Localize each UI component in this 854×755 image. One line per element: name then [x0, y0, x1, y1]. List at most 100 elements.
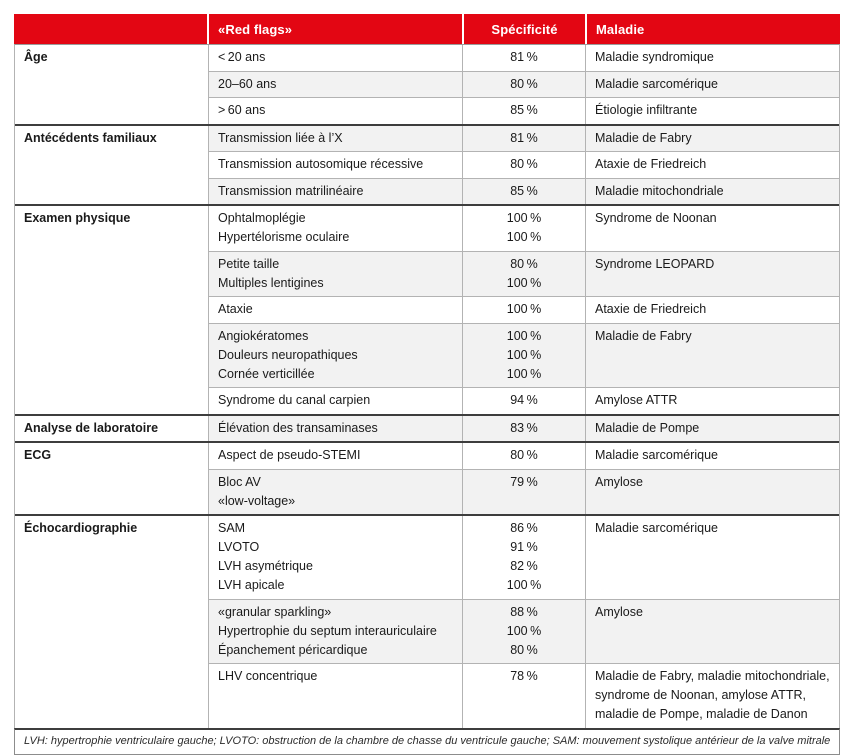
- disease-cell: Maladie syndromique: [595, 50, 714, 64]
- specificity-cell: 86 % 91 % 82 % 100 %: [463, 516, 586, 599]
- specificity-cell: 85 %: [463, 178, 586, 204]
- red-flag-line: 20–60 ans: [218, 76, 277, 91]
- specificity-cell: 100 %: [463, 297, 586, 323]
- specificity-value: 100 %: [506, 230, 542, 244]
- specificity-value: 100 %: [506, 302, 542, 316]
- specificity-value: 100 %: [506, 366, 542, 381]
- specificity-cell: 83 %: [463, 415, 586, 441]
- table-row: Syndrome du canal carpien 94 % Amylose ATT…: [208, 387, 839, 414]
- specificity-value: 100 %: [506, 623, 542, 638]
- red-flag-line: «low-voltage»: [218, 493, 296, 508]
- table-group: Examen physique Ophtalmoplégie Hypertélori…: [15, 204, 839, 414]
- red-flag-line: Cornée verticillée: [218, 366, 315, 381]
- specificity-value: 88 %: [510, 604, 538, 619]
- table-group: Échocardiographie SAM LVOTO LVH asymétrique…: [15, 514, 839, 728]
- red-flag-line: Aspect de pseudo-STEMI: [218, 448, 361, 462]
- specificity-value: 79 %: [510, 474, 538, 489]
- disease-cell: Syndrome LEOPARD: [595, 256, 715, 271]
- disease-cell: Maladie sarcomérique: [595, 521, 718, 535]
- specificity-value: 100 %: [506, 275, 542, 290]
- disease-cell: Amylose ATTR: [595, 393, 678, 407]
- specificity-value: 94 %: [510, 393, 538, 407]
- red-flag-line: Élévation des transaminases: [218, 420, 378, 435]
- red-flag-line: Hypertélorisme oculaire: [218, 230, 350, 244]
- group-rows: < 20 ans 81 % Maladie syndromique 20–60 ans…: [208, 45, 839, 124]
- table-row: < 20 ans 81 % Maladie syndromique: [208, 45, 839, 71]
- red-flag-line: Épanchement péricardique: [218, 642, 368, 657]
- red-flag-line: SAM: [218, 521, 246, 535]
- table-row: Petite taille Multiples lentigines 80 % 100…: [208, 250, 839, 296]
- red-flag-line: LVOTO: [218, 540, 260, 554]
- table-row: «granular sparkling» Hypertrophie du sept…: [208, 598, 839, 663]
- red-flag-line: < 20 ans: [218, 50, 266, 64]
- category-label: Antécédents familiaux: [15, 125, 208, 204]
- red-flag-cell: Bloc AV «low-voltage»: [208, 469, 463, 514]
- group-rows: Ophtalmoplégie Hypertélorisme oculaire 100…: [208, 206, 839, 414]
- red-flag-cell: Petite taille Multiples lentigines: [208, 251, 463, 296]
- specificity-cell: 80 %: [463, 443, 586, 469]
- table-header: «Red flags» Spécificité Maladie: [14, 14, 840, 44]
- disease-cell: Maladie mitochondriale: [595, 183, 724, 198]
- table-row: Ataxie 100 % Ataxie de Friedreich: [208, 296, 839, 323]
- red-flag-line: «granular sparkling»: [218, 604, 332, 619]
- red-flag-cell: Transmission liée à l’X: [208, 125, 463, 151]
- table-row: Angiokératomes Douleurs neuropathiques Cor…: [208, 322, 839, 387]
- specificity-value: 82 %: [510, 559, 538, 573]
- table-group: Antécédents familiaux Transmission liée à…: [15, 123, 839, 204]
- red-flag-cell: > 60 ans: [208, 98, 463, 124]
- red-flag-line: Transmission liée à l’X: [218, 130, 343, 145]
- specificity-value: [467, 492, 581, 511]
- specificity-cell: 81 %: [463, 125, 586, 151]
- specificity-value: 100 %: [506, 328, 542, 343]
- red-flag-cell: 20–60 ans: [208, 71, 463, 97]
- disease-cell: Maladie sarcomérique: [595, 448, 718, 462]
- red-flag-line: Ophtalmoplégie: [218, 211, 306, 225]
- table-group: Âge < 20 ans 81 % Maladie syndromique 20–60 …: [15, 45, 839, 124]
- table-row: > 60 ans 85 % Étiologie infiltrante: [208, 97, 839, 124]
- specificity-value: 78 %: [510, 669, 538, 683]
- red-flag-line: Transmission autosomique récessive: [218, 157, 424, 171]
- header-red-flags: «Red flags»: [207, 14, 462, 44]
- red-flag-line: Angiokératomes: [218, 328, 309, 343]
- specificity-value: 80 %: [510, 642, 538, 657]
- specificity-cell: 79 %: [463, 469, 586, 514]
- red-flag-cell: «granular sparkling» Hypertrophie du sept…: [208, 599, 463, 663]
- specificity-value: 86 %: [510, 521, 538, 535]
- disease-cell: Maladie sarcomérique: [595, 76, 718, 91]
- specificity-value: 91 %: [510, 540, 538, 554]
- red-flag-cell: Transmission matrilinéaire: [208, 178, 463, 204]
- table-row: 20–60 ans 80 % Maladie sarcomérique: [208, 70, 839, 97]
- header-specificity: Spécificité: [462, 14, 585, 44]
- disease-cell: Étiologie infiltrante: [595, 103, 698, 117]
- table-row: Ophtalmoplégie Hypertélorisme oculaire 100…: [208, 206, 839, 251]
- table-row: Transmission autosomique récessive 80 % At…: [208, 151, 839, 178]
- red-flag-line: > 60 ans: [218, 103, 266, 117]
- table-row: Transmission liée à l’X 81 % Maladie de Fa…: [208, 125, 839, 151]
- red-flag-cell: Élévation des transaminases: [208, 415, 463, 441]
- table-row: SAM LVOTO LVH asymétrique LVH apicale 86 % 91…: [208, 516, 839, 599]
- specificity-cell: 100 % 100 %: [463, 206, 586, 251]
- category-label: Analyse de laboratoire: [15, 415, 208, 441]
- red-flag-line: Syndrome du canal carpien: [218, 393, 371, 407]
- red-flag-cell: Aspect de pseudo-STEMI: [208, 443, 463, 469]
- specificity-cell: 80 %: [463, 71, 586, 97]
- red-flag-line: LHV concentrique: [218, 669, 318, 683]
- specificity-value: 100 %: [506, 211, 542, 225]
- red-flag-cell: Angiokératomes Douleurs neuropathiques Cor…: [208, 323, 463, 387]
- red-flag-cell: Syndrome du canal carpien: [208, 388, 463, 414]
- disease-cell: Maladie de Fabry, maladie mitochondriale…: [595, 669, 830, 721]
- table-body: Âge < 20 ans 81 % Maladie syndromique 20–60 …: [14, 44, 840, 728]
- specificity-cell: 80 % 100 %: [463, 251, 586, 296]
- group-rows: SAM LVOTO LVH asymétrique LVH apicale 86 % 91…: [208, 516, 839, 728]
- table-row: Bloc AV «low-voltage» 79 % Amylose: [208, 468, 839, 514]
- specificity-cell: 100 % 100 % 100 %: [463, 323, 586, 387]
- category-label: Examen physique: [15, 206, 208, 414]
- specificity-value: 80 %: [510, 76, 538, 91]
- group-rows: Aspect de pseudo-STEMI 80 % Maladie sarcom…: [208, 443, 839, 514]
- specificity-value: 100 %: [506, 578, 542, 592]
- specificity-value: 80 %: [510, 448, 538, 462]
- specificity-cell: 81 %: [463, 45, 586, 71]
- specificity-value: 80 %: [510, 256, 538, 271]
- red-flag-cell: < 20 ans: [208, 45, 463, 71]
- specificity-cell: 88 % 100 % 80 %: [463, 599, 586, 663]
